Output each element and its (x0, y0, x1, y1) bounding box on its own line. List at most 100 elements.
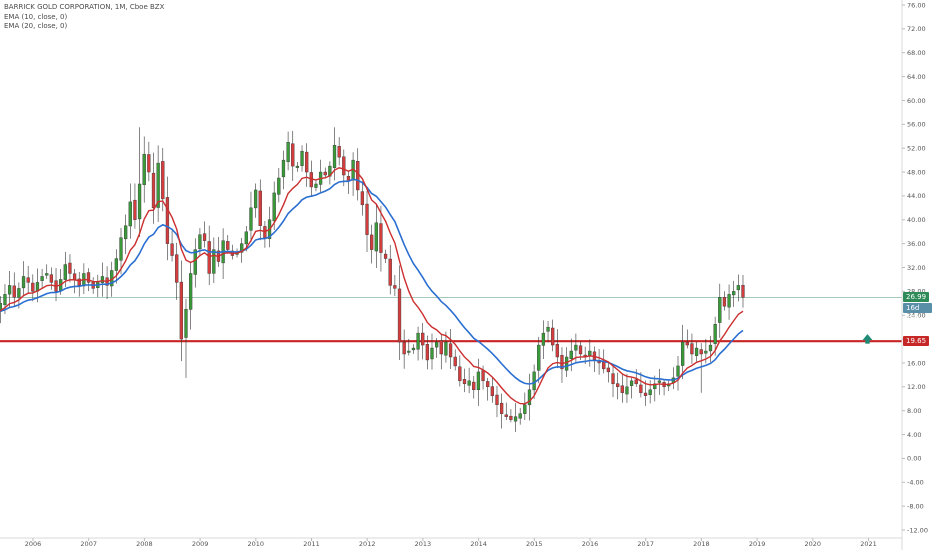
candle-body (620, 385, 624, 393)
candle-body (588, 350, 592, 356)
candle-body (7, 285, 12, 295)
candle-body (458, 366, 462, 382)
candle-body (495, 394, 499, 405)
x-tick-label: 2007 (80, 540, 97, 548)
candle-body (179, 281, 183, 340)
legend-ema20[interactable]: EMA (20, close, 0) (4, 22, 68, 30)
candle-body (188, 273, 193, 310)
candle-body (244, 231, 248, 245)
x-tick-label: 2006 (25, 540, 42, 548)
x-tick-label: 2011 (303, 540, 320, 548)
candle-body (727, 294, 731, 308)
candle-body (226, 241, 230, 250)
candle-body (569, 350, 573, 359)
legend-symbol[interactable]: BARRICK GOLD CORPORATION, 1M, Cboe BZX (4, 3, 165, 11)
candle-body (300, 150, 304, 166)
x-tick-label: 2021 (860, 540, 877, 548)
y-tick-label: 40.00 (907, 216, 926, 224)
candle-body (142, 153, 146, 185)
candle-body (17, 288, 21, 298)
candle-body (342, 156, 346, 176)
candle-body (198, 234, 202, 250)
candle-body (114, 258, 119, 271)
candle-body (40, 276, 44, 281)
candle-body (202, 233, 207, 241)
candle-body (393, 285, 397, 289)
candle-body (137, 183, 142, 220)
y-tick-label: 4.00 (907, 431, 921, 439)
chart-legend: BARRICK GOLD CORPORATION, 1M, Cboe BZX E… (4, 3, 164, 32)
candle-body (360, 191, 365, 206)
candle-body (546, 326, 550, 332)
candle-body (388, 258, 392, 286)
candle-body (72, 273, 77, 280)
candle-body (504, 414, 508, 417)
candles (0, 127, 745, 433)
candle-body (509, 415, 513, 420)
x-tick-label: 2015 (526, 540, 543, 548)
candle-body (486, 381, 490, 388)
candle-body (537, 344, 541, 371)
candle-body (86, 272, 91, 283)
x-tick-label: 2018 (693, 540, 710, 548)
legend-ema10[interactable]: EMA (10, close, 0) (4, 12, 68, 21)
y-tick-label: -4.00 (907, 479, 924, 487)
candle-body (481, 370, 485, 382)
x-tick-label: 2017 (637, 540, 654, 548)
candle-body (314, 183, 318, 188)
candle-body (541, 332, 546, 346)
candle-body (161, 161, 165, 200)
candle-body (453, 356, 457, 367)
candle-body (736, 285, 740, 291)
level-price-tag: 19.65 (903, 336, 930, 347)
up-arrow-stem (865, 339, 870, 344)
candle-body (472, 381, 476, 391)
time-axis[interactable]: 2006 2007 2008 2009 2010 2011 2012 2013 2014 2015… (0, 537, 902, 548)
candle-body (490, 386, 494, 396)
candle-body (430, 347, 434, 360)
candle-body (397, 288, 402, 343)
y-tick-label: 48.00 (907, 168, 926, 176)
ema20-line (0, 178, 744, 385)
ema10-line (0, 167, 744, 405)
candle-body (100, 276, 105, 283)
candle-body (699, 349, 703, 355)
candle-body (629, 380, 634, 386)
candle-body (165, 197, 170, 244)
candle-body (444, 341, 448, 356)
x-tick-label: 2008 (136, 540, 153, 548)
countdown-tag: 16d 13h (903, 303, 932, 322)
candle-body (574, 344, 578, 351)
candle-body (722, 297, 727, 307)
candle-body (527, 389, 532, 406)
candle-body (249, 207, 253, 231)
candle-body (602, 361, 606, 370)
candle-body (518, 413, 522, 419)
candle-body (337, 146, 341, 158)
candle-body (648, 389, 652, 395)
candle-body (625, 386, 629, 395)
candle-body (416, 332, 420, 350)
candle-body (476, 371, 481, 391)
candle-body (616, 383, 620, 388)
candle-body (657, 380, 662, 383)
x-tick-label: 2013 (415, 540, 432, 548)
candle-body (128, 201, 132, 227)
candle-body (170, 243, 174, 256)
candle-body (240, 243, 244, 253)
y-tick-label: 68.00 (907, 49, 926, 57)
x-tick-label: 2009 (192, 540, 209, 548)
candle-body (365, 203, 369, 235)
candle-body (639, 384, 643, 393)
price-axis[interactable]: 76.00 72.00 68.00 64.00 60.00 56.00 52.00 48.00… (901, 0, 928, 550)
candle-body (305, 151, 309, 173)
candle-body (532, 371, 536, 391)
candle-body (411, 347, 416, 351)
ema-lines (0, 167, 744, 405)
y-tick-label: 32.00 (907, 264, 926, 272)
x-tick-label: 2010 (248, 540, 265, 548)
candle-body (741, 285, 745, 298)
candle-body (653, 383, 657, 390)
